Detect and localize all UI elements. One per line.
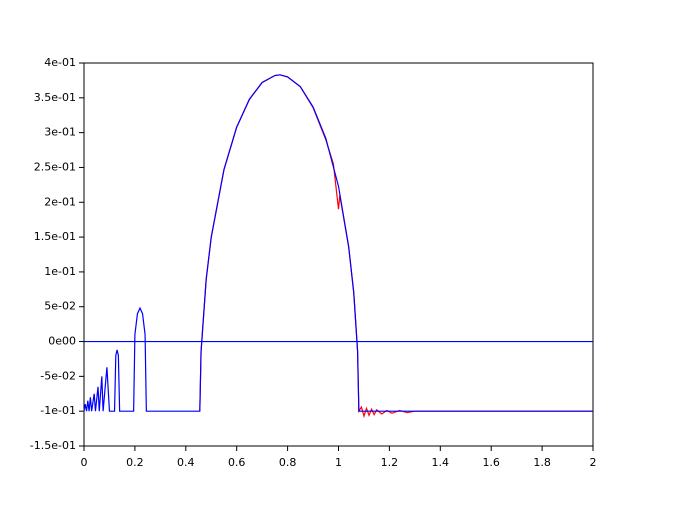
data-line bbox=[199, 74, 593, 419]
x-tick-label: 0.4 bbox=[177, 456, 195, 469]
y-tick-label: 3.5e-01 bbox=[34, 91, 76, 104]
x-tick-label: 0.2 bbox=[126, 456, 144, 469]
x-tick-label: 0.6 bbox=[228, 456, 246, 469]
y-tick-label: -1e-01 bbox=[40, 404, 76, 417]
plot-frame bbox=[83, 62, 594, 447]
y-tick-label: 2.5e-01 bbox=[34, 160, 76, 173]
y-tick-label: -1.5e-01 bbox=[30, 439, 76, 452]
y-tick-label: 0e00 bbox=[48, 335, 76, 348]
data-line bbox=[83, 74, 593, 412]
x-tick-label: 0 bbox=[81, 456, 88, 469]
y-tick-label: 1.5e-01 bbox=[34, 230, 76, 243]
x-tick-label: 1 bbox=[335, 456, 342, 469]
x-tick-label: 2 bbox=[590, 456, 597, 469]
x-tick-label: 1.4 bbox=[432, 456, 450, 469]
x-tick-label: 1.6 bbox=[482, 456, 500, 469]
y-tick-label: 2e-01 bbox=[44, 195, 76, 208]
x-tick-label: 1.8 bbox=[533, 456, 551, 469]
y-tick-label: 4e-01 bbox=[44, 56, 76, 69]
x-tick-label: 1.2 bbox=[381, 456, 399, 469]
y-tick-label: 3e-01 bbox=[44, 126, 76, 139]
y-tick-label: 5e-02 bbox=[44, 300, 76, 313]
y-tick-label: 1e-01 bbox=[44, 265, 76, 278]
x-tick-label: 0.8 bbox=[279, 456, 297, 469]
y-tick-label: -5e-02 bbox=[40, 369, 76, 382]
